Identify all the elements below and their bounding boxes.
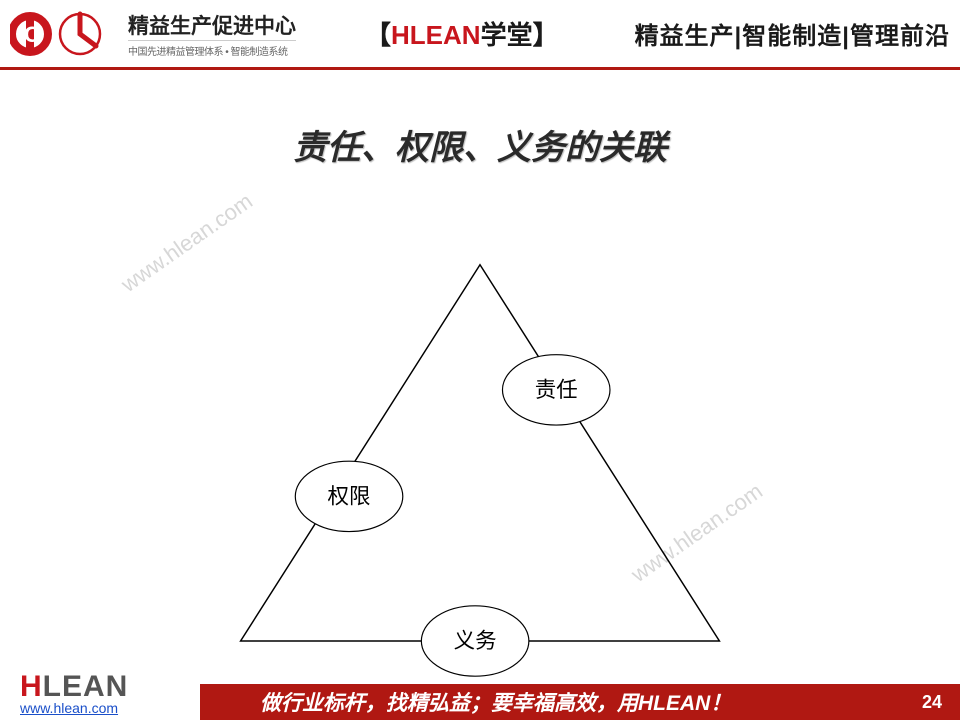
company-logo-icon: C	[10, 8, 120, 60]
header-bar: C 精益生产促进中心 中国先进精益管理体系 • 智能制造系统 【HLEAN学堂】…	[0, 0, 960, 70]
svg-text:C: C	[24, 22, 40, 47]
slide-main: www.hlean.com www.hlean.com 责任、权限、义务的关联 …	[0, 120, 960, 710]
triangle-diagram: 责任权限义务	[220, 255, 740, 685]
diagram-nodes: 责任权限义务	[295, 355, 610, 677]
xuetang-text: 学堂	[481, 20, 533, 50]
logo-area: C 精益生产促进中心 中国先进精益管理体系 • 智能制造系统	[10, 8, 345, 60]
bracket-close: 】	[533, 20, 559, 50]
footer-left: HLEAN www.hlean.com	[20, 670, 128, 716]
footer-logo-lean: LEAN	[43, 670, 129, 703]
footer-logo-h: H	[20, 670, 43, 703]
diagram-node-label: 责任	[535, 378, 578, 402]
page-number: 24	[922, 692, 942, 713]
footer: HLEAN www.hlean.com 做行业标杆，找精弘益；要幸福高效，用HL…	[0, 660, 960, 720]
header-center-title: 【HLEAN学堂】	[365, 15, 559, 52]
header-tagline: 精益生产|智能制造|管理前沿	[635, 16, 950, 51]
footer-bar: 做行业标杆，找精弘益；要幸福高效，用HLEAN！ 24	[200, 684, 960, 720]
footer-slogan: 做行业标杆，找精弘益；要幸福高效，用HLEAN！	[260, 687, 731, 717]
footer-url[interactable]: www.hlean.com	[20, 700, 128, 716]
logo-title: 精益生产促进中心	[128, 10, 296, 40]
logo-text: 精益生产促进中心 中国先进精益管理体系 • 智能制造系统	[128, 10, 296, 58]
diagram-node-label: 权限	[328, 484, 371, 508]
slide-title: 责任、权限、义务的关联	[0, 120, 960, 169]
hlean-text: HLEAN	[391, 20, 481, 50]
logo-subtitle: 中国先进精益管理体系 • 智能制造系统	[128, 40, 296, 58]
bracket-open: 【	[365, 20, 391, 50]
diagram-triangle	[241, 265, 720, 641]
diagram-node-label: 义务	[454, 629, 497, 653]
footer-logo: HLEAN	[20, 670, 128, 704]
